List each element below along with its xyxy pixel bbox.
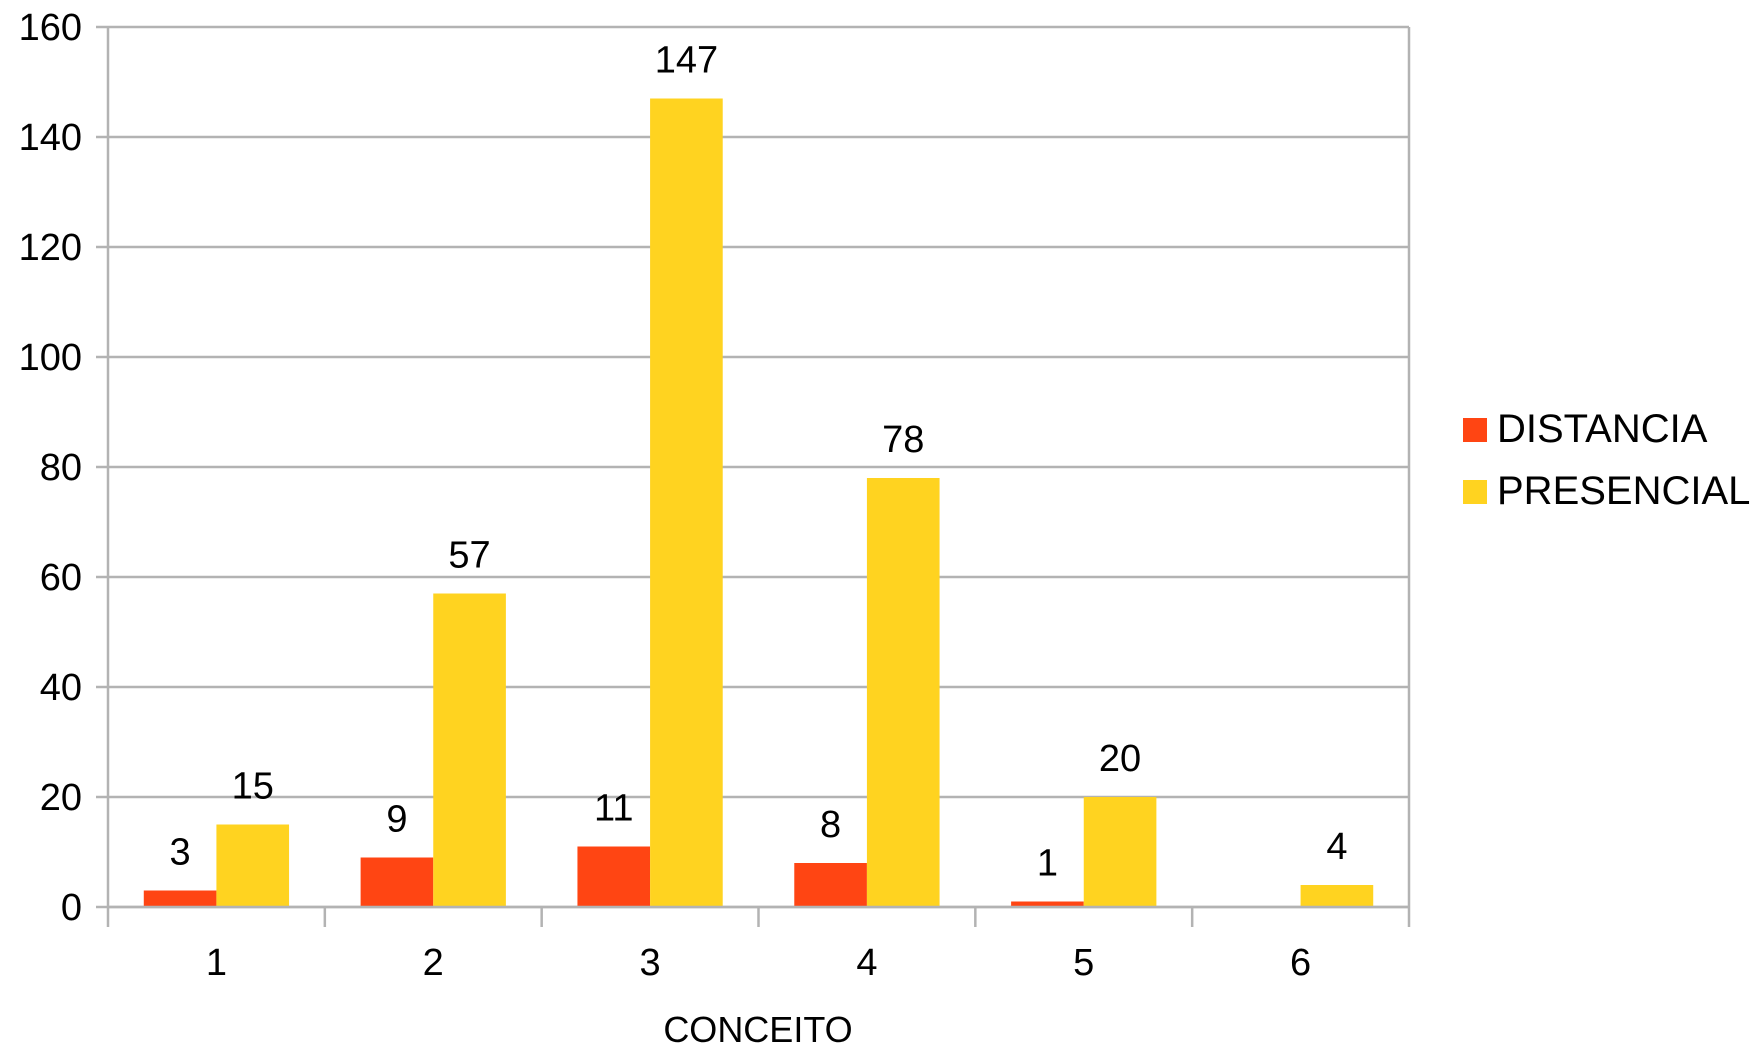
- legend: DISTANCIA PRESENCIAL: [1463, 407, 1750, 513]
- data-label-presencial: 15: [232, 766, 274, 808]
- bars: [143, 98, 1374, 907]
- data-label-distancia: 1: [1037, 843, 1058, 885]
- axes: [106, 27, 1411, 927]
- legend-swatch-distancia: [1463, 418, 1487, 442]
- x-tick-label: 1: [206, 942, 227, 984]
- y-tick-label: 40: [40, 667, 82, 709]
- y-tick-label: 140: [19, 117, 82, 159]
- x-axis-title: CONCEITO: [663, 1009, 852, 1050]
- x-tick-label: 2: [423, 942, 444, 984]
- bar-presencial: [650, 98, 723, 907]
- y-tick-label: 20: [40, 777, 82, 819]
- x-tick-label: 3: [640, 942, 661, 984]
- x-tick-labels: 1 2 3 4 5 6: [206, 942, 1311, 984]
- bar-presencial: [216, 824, 290, 907]
- legend-swatch-presencial: [1463, 480, 1487, 504]
- y-tick-label: 60: [40, 557, 82, 599]
- bar-distancia: [360, 857, 434, 907]
- x-tick-label: 6: [1290, 942, 1311, 984]
- x-tick-label: 4: [856, 942, 877, 984]
- y-tick-label: 80: [40, 447, 82, 489]
- bar-presencial: [1083, 797, 1157, 907]
- bar-presencial: [866, 478, 940, 907]
- y-tick-label: 160: [19, 7, 82, 49]
- legend-label-distancia: DISTANCIA: [1497, 407, 1708, 451]
- y-tick-labels: 0 20 40 60 80 100 120 140 160: [19, 7, 82, 929]
- y-tick-label: 100: [19, 337, 82, 379]
- bar-distancia: [794, 863, 867, 907]
- data-label-distancia: 3: [170, 832, 191, 874]
- y-tick-label: 0: [61, 887, 82, 929]
- bar-distancia: [143, 890, 217, 907]
- data-label-distancia: 9: [386, 799, 407, 841]
- data-label-presencial: 57: [448, 535, 490, 577]
- data-labels: 3 15 9 57 11 147 8 78 1 20 4: [170, 40, 1348, 885]
- bar-distancia: [1011, 901, 1084, 907]
- bar-presencial: [1300, 885, 1374, 907]
- legend-label-presencial: PRESENCIAL: [1497, 469, 1750, 513]
- y-tick-label: 120: [19, 227, 82, 269]
- bar-presencial: [433, 593, 506, 907]
- data-label-presencial: 147: [655, 40, 718, 82]
- gridlines: [96, 25, 1409, 909]
- data-label-presencial: 78: [882, 419, 924, 461]
- data-label-distancia: 8: [820, 804, 841, 846]
- data-label-presencial: 4: [1326, 826, 1347, 868]
- data-label-presencial: 20: [1099, 738, 1141, 780]
- bar-distancia: [577, 846, 651, 907]
- data-label-distancia: 11: [594, 788, 633, 830]
- x-tick-label: 5: [1073, 942, 1094, 984]
